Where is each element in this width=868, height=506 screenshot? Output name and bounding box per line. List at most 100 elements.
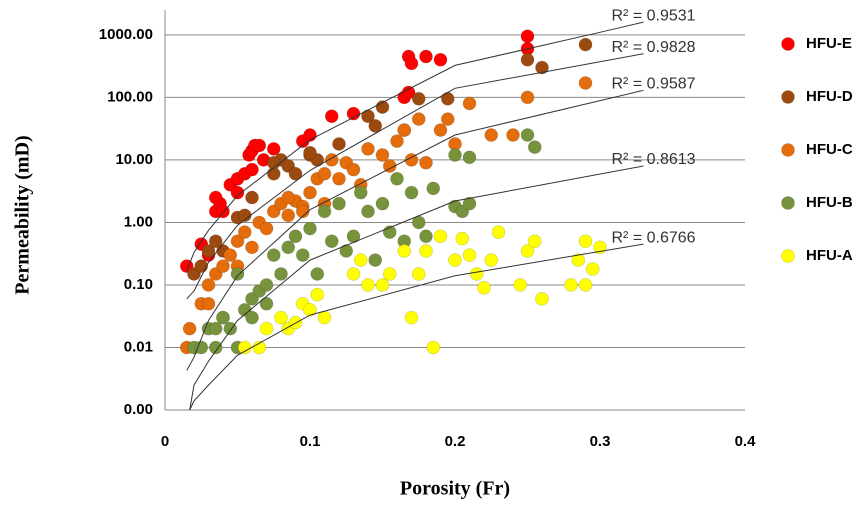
point [208,340,223,355]
point [426,181,441,196]
point [564,278,578,292]
point [462,196,477,211]
point [527,234,542,249]
point [281,240,296,255]
point [455,231,470,246]
trendline [186,89,644,371]
point [571,253,586,267]
point [295,204,310,219]
x-axis-label: Porosity (Fr) [400,478,510,500]
trendline [189,165,644,411]
trendline-label: R² = 0.9587 [612,75,696,92]
legend-marker [781,196,795,210]
legend-label: HFU-E [806,35,852,52]
point [411,91,426,106]
point [252,138,267,153]
point [462,150,477,165]
point [585,262,600,276]
point [382,267,397,281]
point [216,259,230,274]
point [520,128,535,142]
y-tick-label: 10.00 [115,151,153,168]
point [491,225,506,240]
point [266,142,281,156]
point [201,278,216,292]
point [230,234,245,249]
point [578,76,593,90]
trendline-label: R² = 0.6766 [612,229,696,246]
point [375,278,390,292]
point [433,123,448,137]
point [230,185,245,200]
point [578,234,593,249]
point [433,229,448,244]
point [281,208,296,223]
point [208,321,223,336]
point [324,109,339,124]
point [245,162,259,177]
trendline [186,53,644,300]
point [317,166,332,181]
point [578,37,593,52]
legend-marker [781,37,795,51]
trendline-label: R² = 0.8613 [612,151,696,168]
point [332,171,346,186]
y-axis-label: Permeability (mD) [12,135,34,294]
legend-marker [781,249,795,263]
point [368,119,383,133]
point [411,267,426,281]
point [245,310,259,325]
point [317,310,332,325]
point [404,185,419,200]
point [295,248,310,263]
point [346,267,361,281]
point [520,29,535,44]
point [201,244,216,258]
point [361,204,375,219]
point [182,321,197,336]
x-tick-label: 0.4 [735,433,757,450]
trendline [189,243,644,411]
y-tick-label: 0.10 [124,276,153,293]
point [230,267,245,281]
legend-label: HFU-D [806,88,853,105]
point [259,296,274,311]
y-tick-label: 100.00 [107,88,153,105]
point [375,196,390,211]
point [397,123,412,137]
legend-marker [781,90,795,104]
point [469,267,484,281]
point [520,244,535,258]
point [332,137,346,151]
point [237,225,252,240]
point [317,204,332,219]
point [419,244,433,258]
point [477,280,491,295]
point [259,221,274,236]
y-tick-label: 0.00 [124,401,153,418]
point [361,142,375,156]
point [440,91,455,106]
legend-marker [781,143,795,157]
point [194,340,209,355]
y-tick-label: 1000.00 [99,26,153,43]
point [404,153,419,167]
y-tick-label: 1.00 [124,213,153,230]
point [259,278,274,292]
point [332,196,346,211]
point [462,96,477,111]
x-tick-label: 0 [161,433,169,450]
point [288,166,303,181]
legend-label: HFU-B [806,194,853,211]
point [361,278,375,292]
point [237,340,252,355]
point [484,253,499,267]
point [535,291,549,306]
point [433,52,448,67]
point [448,148,462,162]
point [201,296,216,311]
point [440,112,455,126]
x-tick-label: 0.3 [590,433,611,450]
point [411,112,426,126]
